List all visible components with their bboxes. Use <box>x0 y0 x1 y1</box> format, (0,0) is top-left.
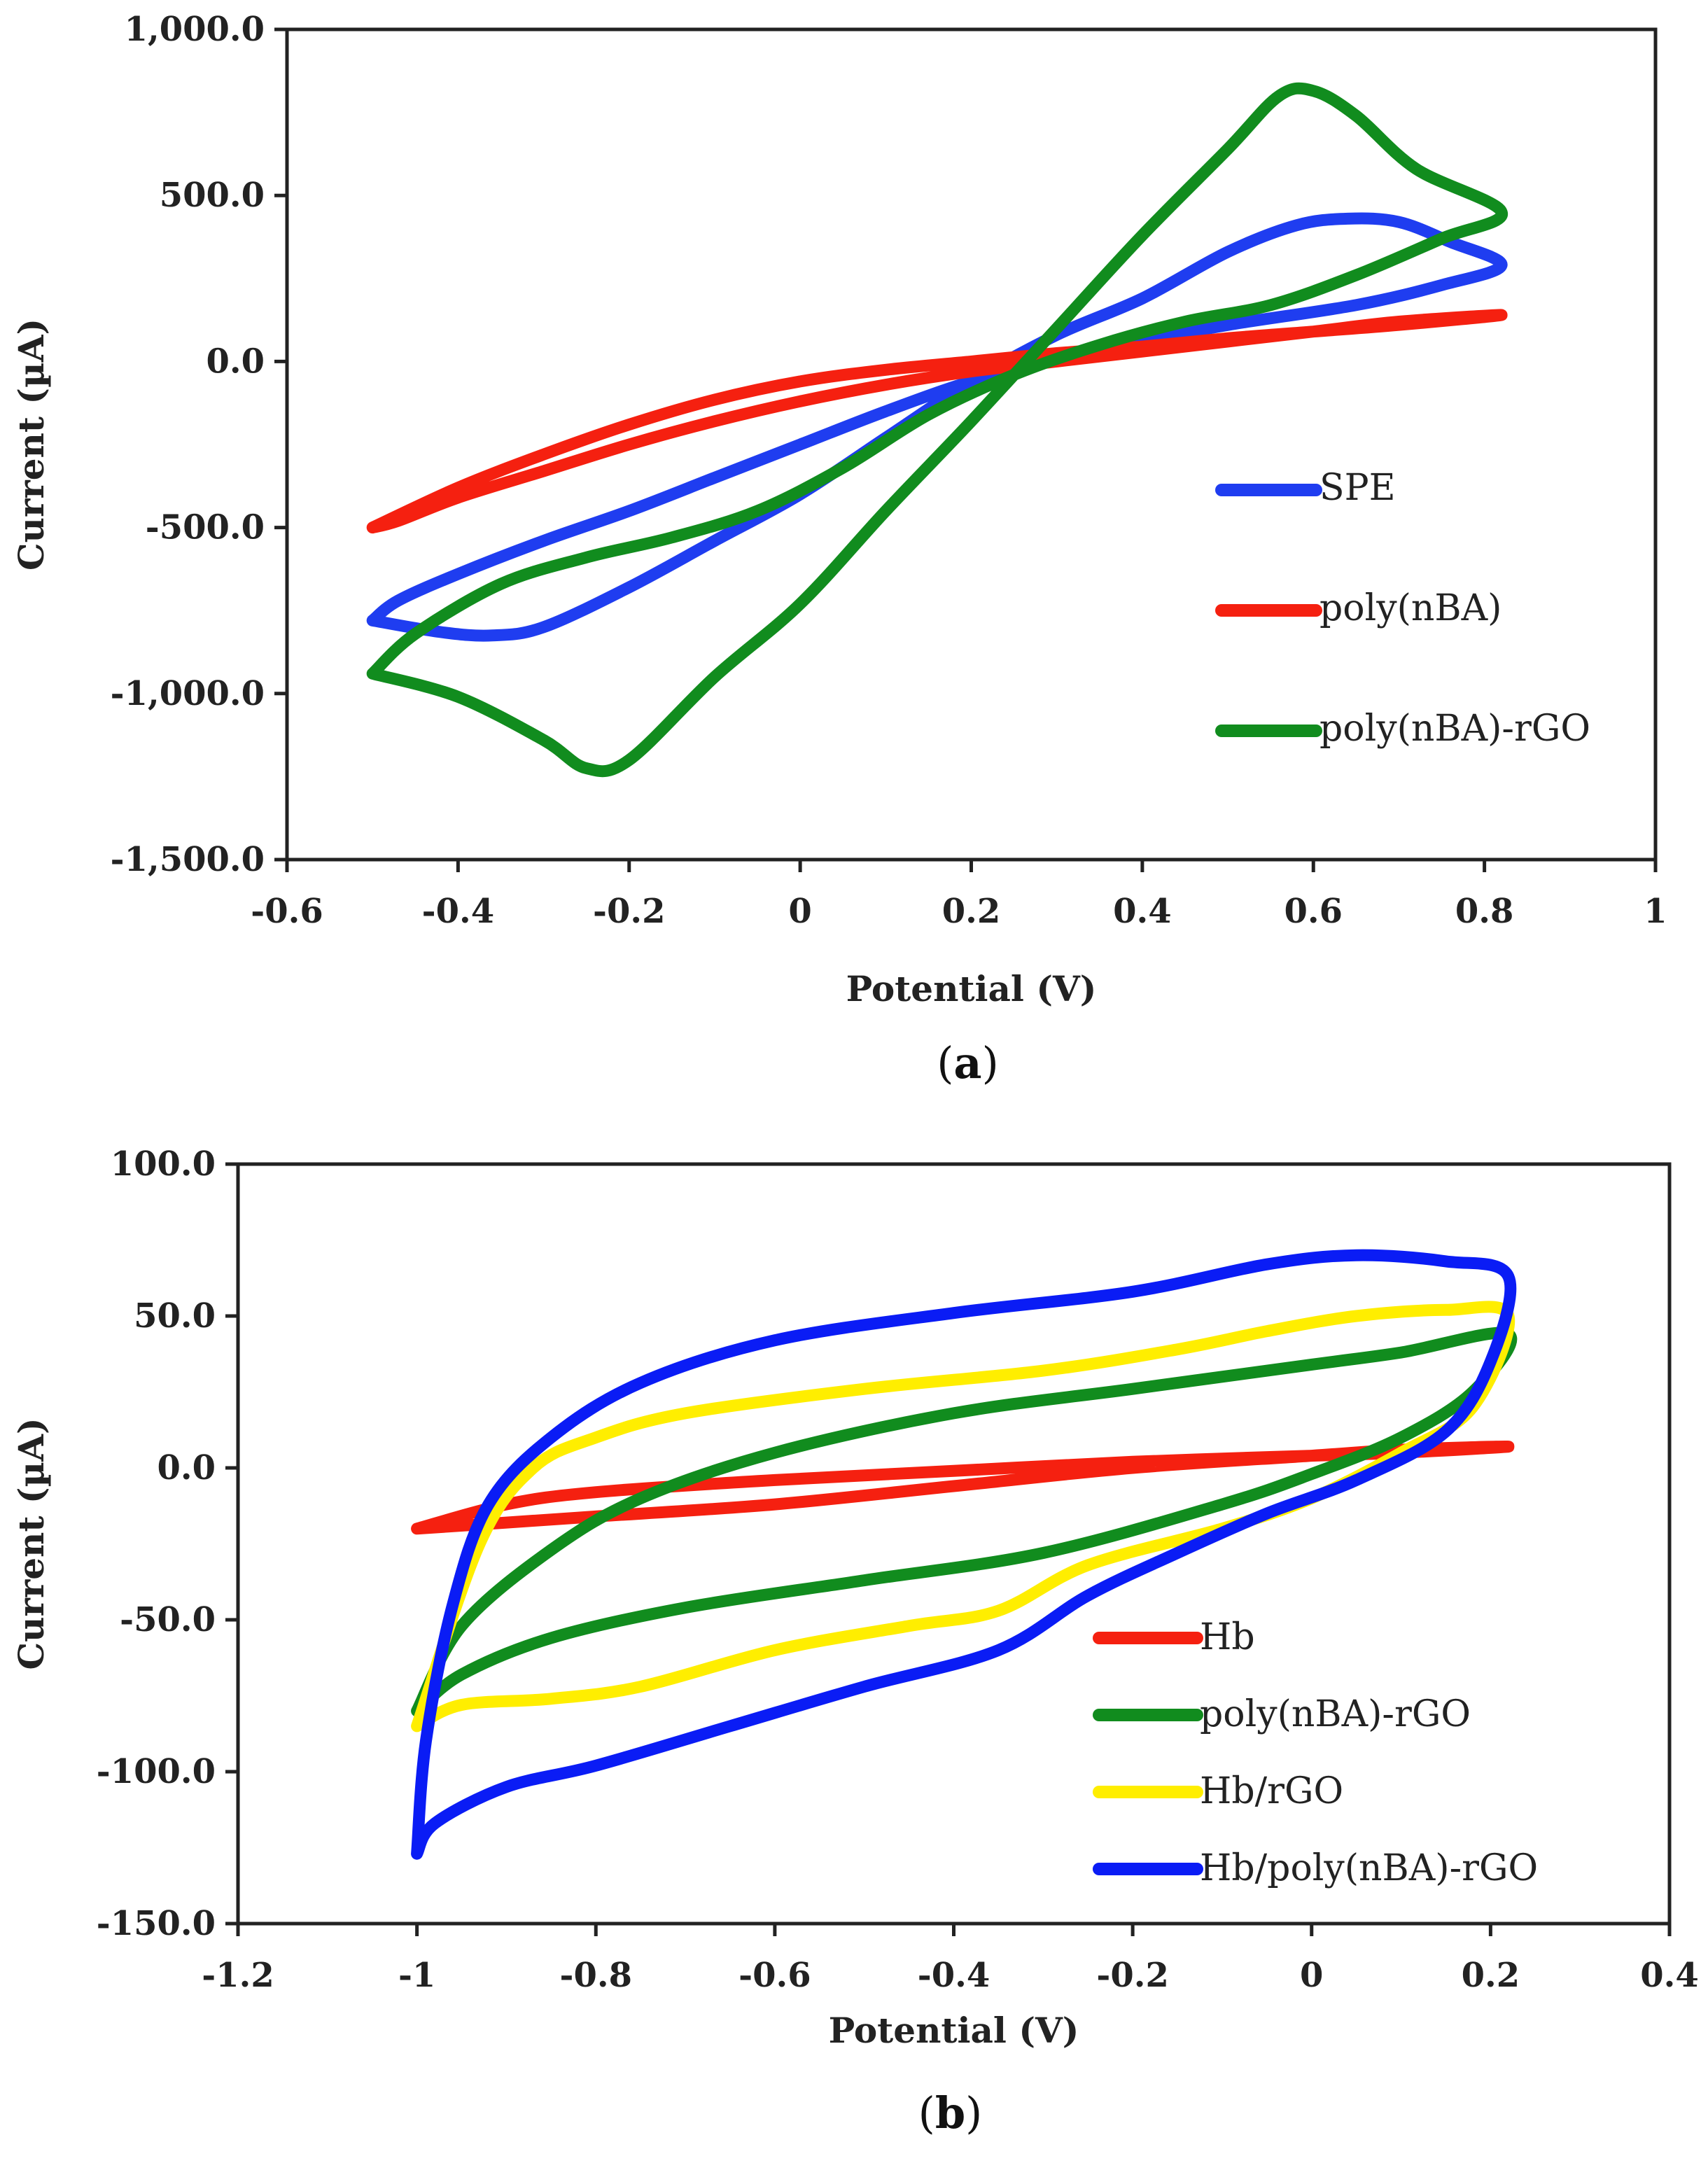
y-tick-label: -1,500.0 <box>111 840 265 879</box>
y-tick-label: -100.0 <box>97 1752 216 1791</box>
y-axis-title: Current (µA) <box>10 318 52 570</box>
y-tick-label: 1,000.0 <box>125 10 265 49</box>
x-axis-title: Potential (V) <box>846 968 1097 1009</box>
x-tick-label: -1 <box>398 1956 435 1995</box>
y-tick-label: -50.0 <box>120 1600 216 1639</box>
legend-label: poly(nBA) <box>1320 587 1502 629</box>
y-axis-title: Current (µA) <box>10 1418 52 1670</box>
x-tick-label: 0 <box>1300 1956 1323 1995</box>
panel-label: (a) <box>937 1037 999 1088</box>
legend-label: Hb/poly(nBA)-rGO <box>1200 1847 1538 1889</box>
x-tick-label: 0.8 <box>1455 892 1514 931</box>
series-line-poly-nba-rgo <box>366 82 1508 778</box>
legend-label: poly(nBA)-rGO <box>1320 708 1590 750</box>
x-tick-label: 0.4 <box>1640 1956 1699 1995</box>
y-tick-label: -150.0 <box>97 1904 216 1943</box>
chart-panel-a: -1,500.0 -1,000.0 -500.0 0.0 500.0 1,000.0 -0.… <box>10 10 1667 1088</box>
x-axis-title: Potential (V) <box>829 2010 1079 2051</box>
series-line-poly-nba <box>366 309 1508 534</box>
x-tick-label: -0.6 <box>738 1956 811 1995</box>
legend-label: SPE <box>1320 467 1396 509</box>
legend-label: poly(nBA)-rGO <box>1200 1693 1471 1735</box>
series-line-hb <box>411 1441 1515 1535</box>
legend-label: Hb <box>1200 1616 1255 1658</box>
x-tick-label: 0.6 <box>1284 892 1343 931</box>
x-tick-label: -0.4 <box>918 1956 990 1995</box>
y-tick-label: 0.0 <box>206 342 265 381</box>
x-tick-label: -0.6 <box>251 892 323 931</box>
x-tick-label: -0.2 <box>593 892 665 931</box>
series-line-hb-poly-nba-rgo <box>411 1249 1517 1860</box>
x-tick-label: -0.8 <box>560 1956 632 1995</box>
x-tick-label: 0.2 <box>1462 1956 1520 1995</box>
x-tick-label: 0.2 <box>942 892 1001 931</box>
x-tick-label: 1 <box>1644 892 1667 931</box>
series-line-spe <box>366 212 1508 642</box>
y-tick-label: 0.0 <box>157 1448 216 1488</box>
x-tick-label: -0.4 <box>422 892 494 931</box>
x-tick-label: -0.2 <box>1096 1956 1168 1995</box>
y-tick-label: 500.0 <box>160 176 265 215</box>
x-tick-label: -1.2 <box>202 1956 274 1995</box>
panel-label: (b) <box>918 2087 983 2138</box>
y-tick-label: -1,000.0 <box>111 674 265 713</box>
x-tick-label: 0.4 <box>1113 892 1172 931</box>
chart-panel-b: -150.0 -100.0 -50.0 0.0 50.0 100.0 -1.2 -1 -0.8 -… <box>10 1144 1699 2138</box>
x-tick-label: 0 <box>788 892 811 931</box>
y-tick-label: 50.0 <box>134 1296 216 1336</box>
y-tick-label: -500.0 <box>146 508 265 547</box>
legend-label: Hb/rGO <box>1200 1770 1343 1812</box>
y-tick-label: 100.0 <box>111 1144 216 1184</box>
